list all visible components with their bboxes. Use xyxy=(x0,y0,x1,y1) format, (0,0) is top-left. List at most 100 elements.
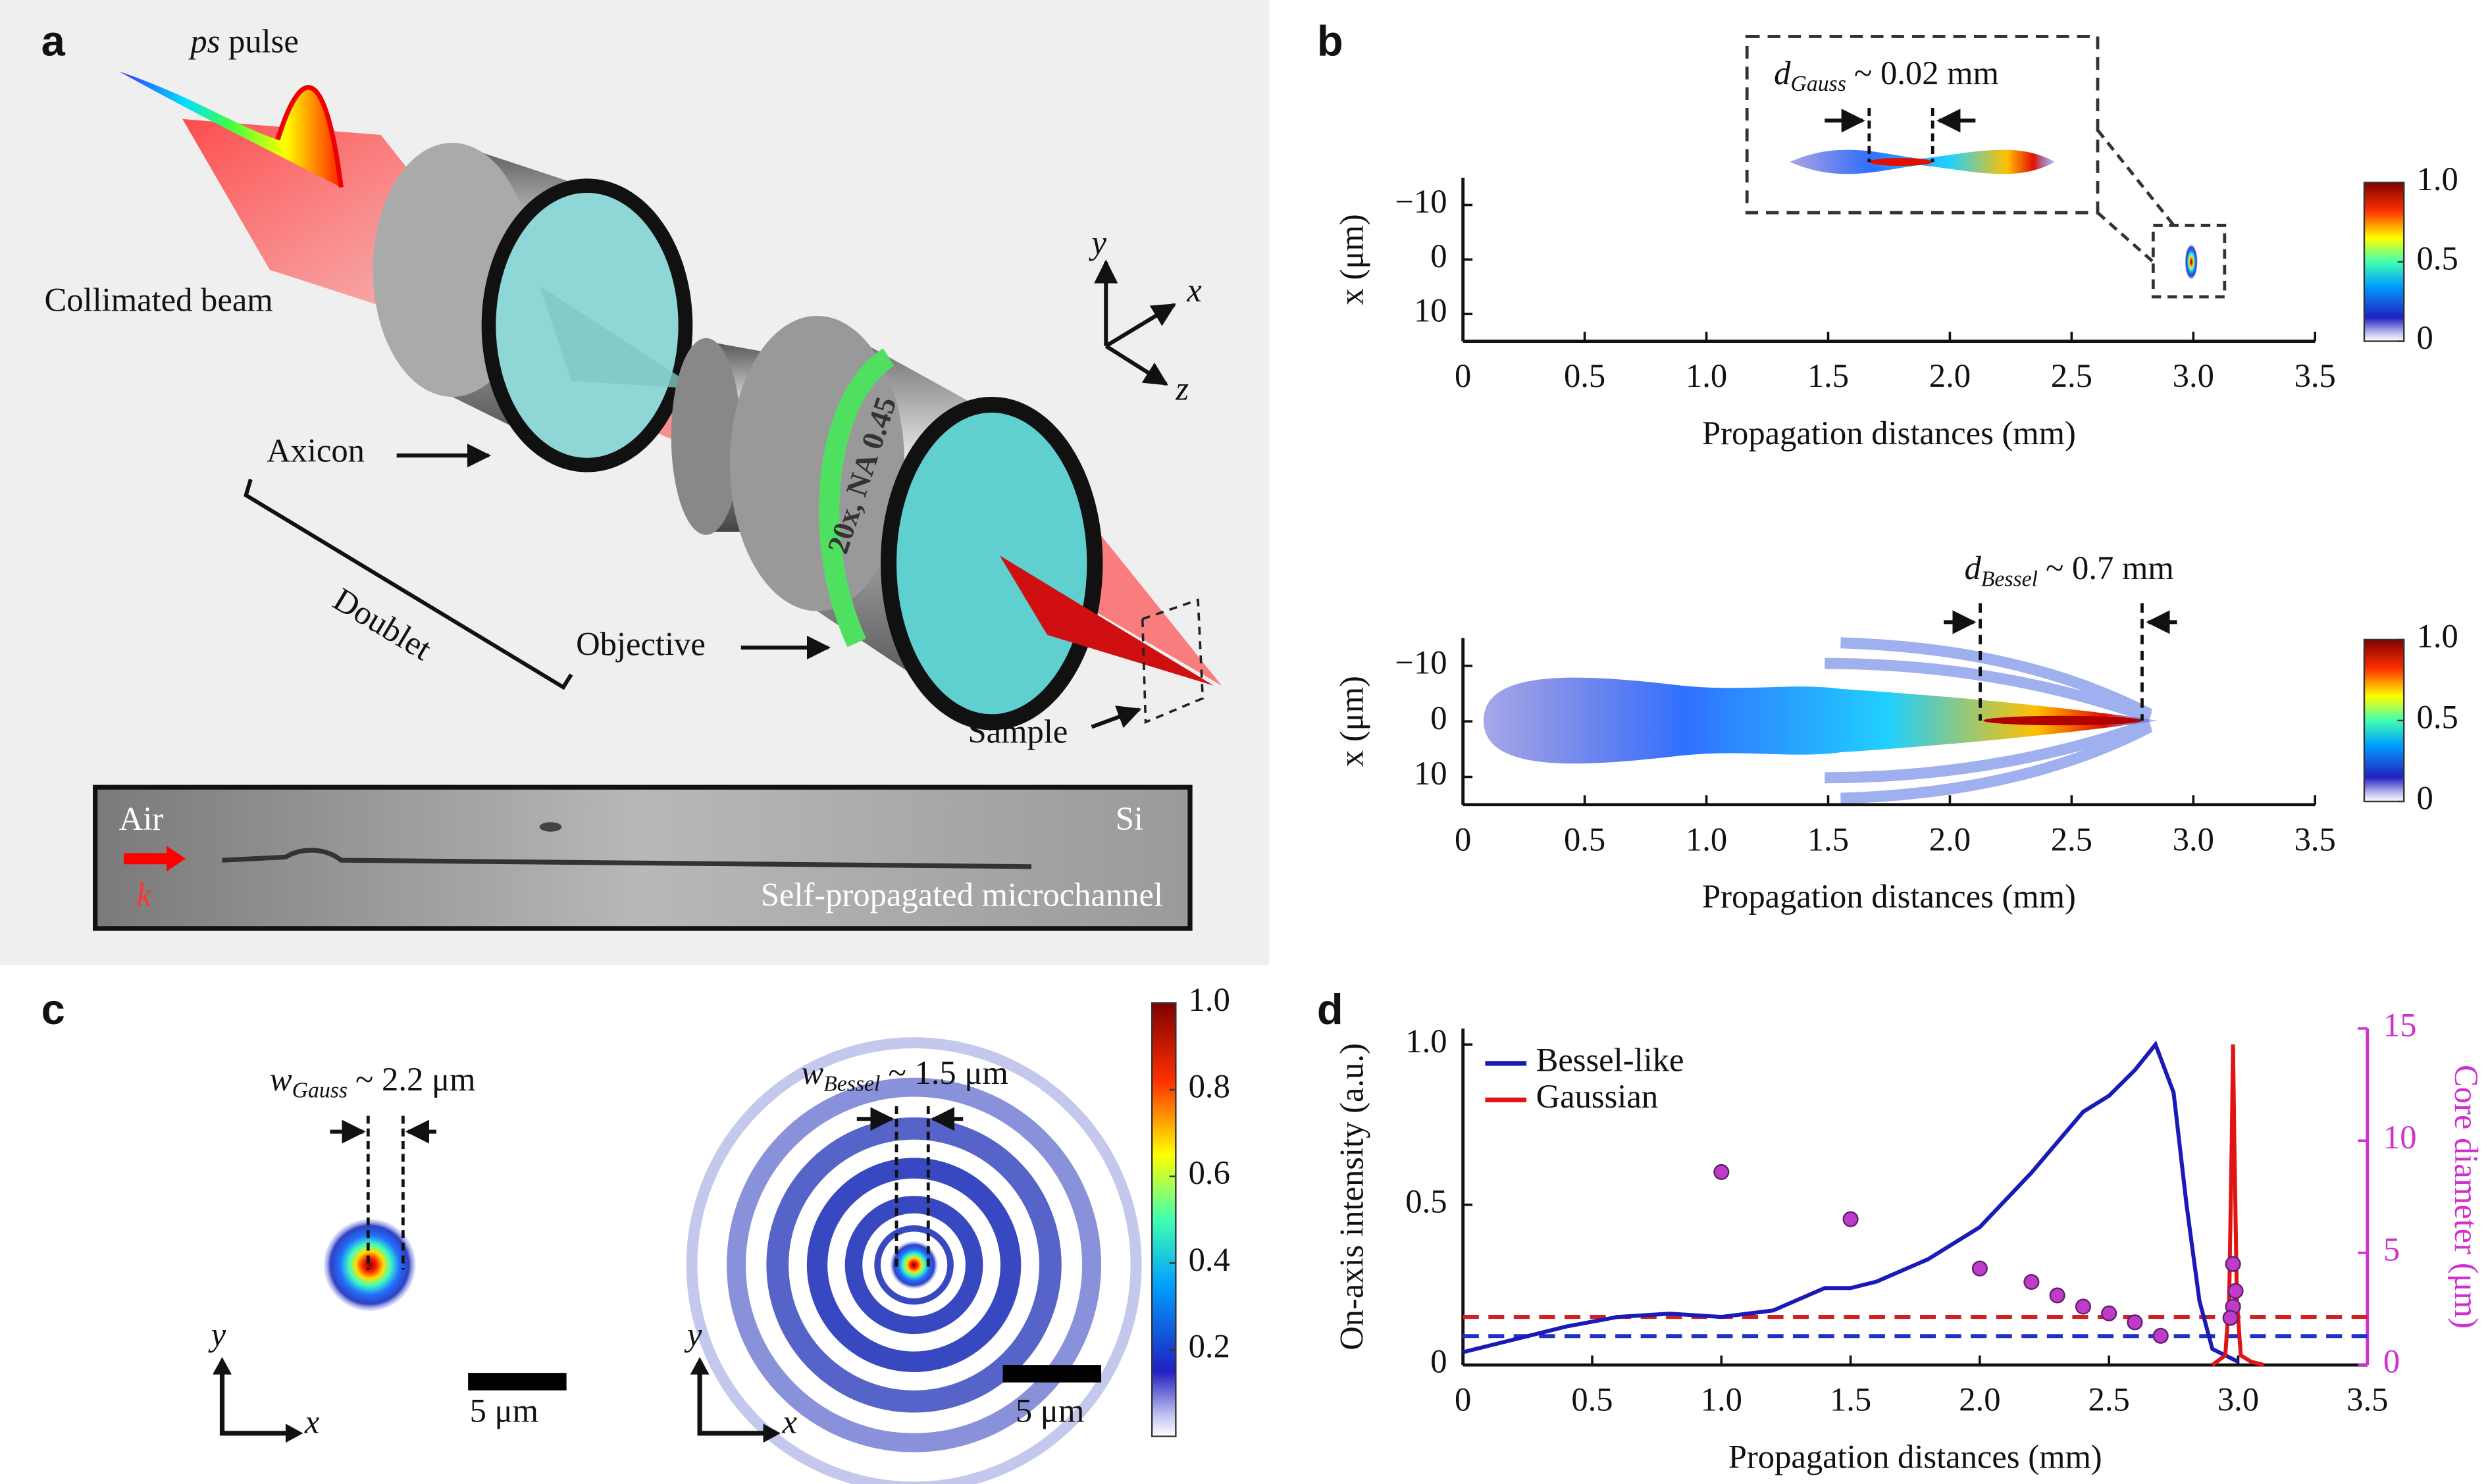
ring xyxy=(727,1077,1102,1452)
y2-axis-label: Core diameter (μm) xyxy=(2448,1065,2485,1329)
x-tick-label: 3.0 xyxy=(2173,357,2214,394)
y-tick-label: 0.5 xyxy=(1405,1183,1447,1219)
x-tick-label: 2.0 xyxy=(1929,357,1971,394)
core-diameter-point xyxy=(2127,1314,2143,1331)
x-tick-label: 0 xyxy=(1455,357,1471,394)
microchannel xyxy=(222,848,1031,869)
series-line xyxy=(1462,1040,2239,1364)
annotation-part: ~ 1.5 μm xyxy=(888,1054,1008,1091)
x-tick-label: 3.5 xyxy=(2294,821,2336,857)
colorbar xyxy=(1151,1002,1177,1437)
colorbar-tick-label: 0.5 xyxy=(2417,699,2458,736)
x-tick-label: 2.5 xyxy=(2051,357,2092,394)
annotation-part: ~ 0.02 mm xyxy=(1854,54,1999,91)
gauss-spot xyxy=(323,1219,416,1312)
x-tick-label: 3.0 xyxy=(2173,821,2214,857)
gauss-beam xyxy=(2185,244,2198,280)
bracket xyxy=(244,478,573,690)
colorbar-tick-label: 1.0 xyxy=(2417,618,2458,655)
axis-letter: z xyxy=(1175,370,1189,407)
label: ps pulse xyxy=(188,22,299,59)
annotation: dBessel ~ 0.7 mm xyxy=(1964,550,2173,592)
annotation-part: w xyxy=(801,1054,823,1091)
core-diameter-point xyxy=(2152,1327,2169,1344)
y2-tick-label: 0 xyxy=(2383,1343,2400,1380)
sample-box xyxy=(1141,598,1205,725)
bessel-spot xyxy=(890,1241,938,1289)
y-tick-label: 10 xyxy=(1414,755,1447,792)
colorbar-tick-label: 0 xyxy=(2417,319,2433,356)
ring xyxy=(766,1117,1062,1413)
y2-tick-label: 5 xyxy=(2383,1231,2400,1267)
x-tick-label: 1.5 xyxy=(1830,1381,1871,1418)
label: Si xyxy=(1116,800,1143,837)
ring xyxy=(874,1225,954,1305)
axis-arrow xyxy=(1104,344,1168,386)
core-diameter-point xyxy=(2023,1273,2040,1291)
annotation-part: Gauss xyxy=(292,1078,348,1102)
bessel-beam xyxy=(1484,677,2158,764)
y2-tick-label: 10 xyxy=(2383,1119,2417,1156)
colorbar-tick-label: 0 xyxy=(2417,780,2433,817)
x-tick-label: 3.5 xyxy=(2346,1381,2388,1418)
wave-arrow-head xyxy=(167,846,186,872)
x-tick-label: 0.5 xyxy=(1564,357,1605,394)
axis-letter: x xyxy=(781,1403,797,1440)
ring xyxy=(806,1158,1022,1372)
y-tick-label: 0 xyxy=(1430,238,1447,274)
legend-label: Gaussian xyxy=(1536,1078,1659,1115)
scale-bar xyxy=(1002,1365,1102,1383)
axis-letter: y xyxy=(684,1316,702,1353)
panel-label: c xyxy=(41,985,65,1033)
axis-glyph xyxy=(219,1365,294,1436)
axis-letter: x xyxy=(1186,272,1202,309)
core-diameter-point xyxy=(2101,1305,2117,1321)
x-tick-label: 3.0 xyxy=(2217,1381,2259,1418)
y-tick-label: 0 xyxy=(1430,1343,1447,1380)
objective-back-face xyxy=(671,338,741,535)
colorbar-tick-label: 0.5 xyxy=(2417,240,2458,277)
annotation-part: d xyxy=(1774,54,1791,91)
x-tick-label: 1.5 xyxy=(1807,357,1849,394)
y2-tick-label: 15 xyxy=(2383,1006,2417,1043)
x-tick-label: 2.5 xyxy=(2051,821,2092,857)
annotation-part: ~ 0.7 mm xyxy=(2046,550,2174,586)
core-diameter-point xyxy=(1971,1260,1988,1277)
x-tick-label: 0 xyxy=(1455,1381,1471,1418)
zoom-box xyxy=(2151,224,2227,299)
x-tick-label: 0.5 xyxy=(1571,1381,1613,1418)
y-axis-label: x (μm) xyxy=(1333,214,1370,305)
gauss-core xyxy=(1869,157,1933,166)
arrowhead xyxy=(763,1423,781,1443)
label: Sample xyxy=(968,713,1068,750)
colorbar xyxy=(2363,182,2405,342)
core-diameter-point xyxy=(2227,1283,2244,1299)
panel-label: a xyxy=(41,17,66,65)
pulse-edge xyxy=(275,85,344,188)
label: Axicon xyxy=(267,432,365,469)
scale-bar xyxy=(468,1373,567,1391)
x-axis-label: Propagation distances (mm) xyxy=(1702,415,2076,451)
colorbar-tick-label: 0.6 xyxy=(1189,1154,1230,1191)
arrowhead xyxy=(213,1357,232,1375)
colorbar-tick-label: 0.2 xyxy=(1189,1328,1230,1365)
x-tick-label: 1.0 xyxy=(1701,1381,1742,1418)
zoom-line xyxy=(2096,129,2175,226)
pulse xyxy=(118,71,342,188)
series-line xyxy=(2211,1044,2265,1368)
annotation-part: w xyxy=(270,1060,292,1097)
x-axis-label: Propagation distances (mm) xyxy=(1702,878,2076,915)
side-lobes xyxy=(1825,637,2153,804)
colorbar-tick-label: 0.4 xyxy=(1189,1241,1230,1278)
inset-box xyxy=(1745,35,2100,215)
bessel-core xyxy=(1983,715,2142,726)
axis-arrow xyxy=(1104,303,1177,348)
y-tick-label: 1.0 xyxy=(1405,1023,1447,1060)
zoom-line xyxy=(2096,211,2154,263)
y-axis-label: x (μm) xyxy=(1333,676,1370,767)
label: Air xyxy=(119,800,164,837)
label-part: ps xyxy=(188,22,220,59)
scale-label: 5 μm xyxy=(470,1393,538,1429)
annotation: wGauss ~ 2.2 μm xyxy=(270,1060,476,1102)
